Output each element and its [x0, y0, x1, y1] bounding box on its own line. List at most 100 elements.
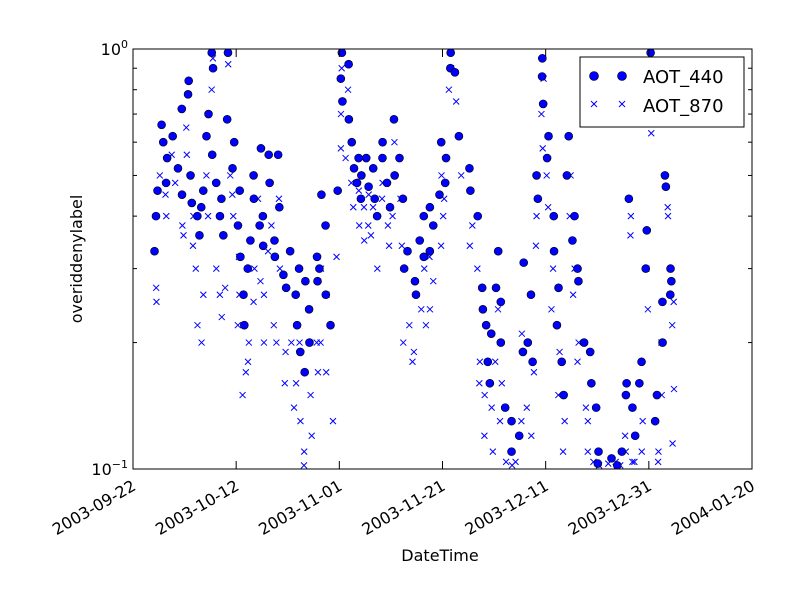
aot870-point: [300, 448, 308, 455]
aot870-point: [669, 440, 676, 447]
aot870-point: [275, 195, 283, 203]
aot870-point: [429, 277, 437, 285]
aot870-point: [360, 237, 368, 244]
aot870-point: [183, 151, 191, 159]
aot870-point: [439, 212, 447, 220]
aot870-point: [344, 86, 352, 94]
aot440-point: [195, 231, 204, 240]
aot870-point: [162, 212, 170, 220]
aot440-point: [635, 378, 644, 388]
aot870-point: [664, 212, 672, 220]
aot870-point: [365, 191, 373, 199]
aot870-point: [239, 391, 246, 399]
aot870-point: [281, 379, 289, 387]
aot870-point: [322, 368, 330, 376]
aot870-point: [548, 305, 555, 313]
aot870-point: [420, 265, 428, 272]
aot440-point: [157, 120, 166, 130]
legend-marker-aot870: [590, 100, 626, 108]
aot440-point: [326, 320, 335, 330]
aot870-point: [670, 385, 678, 393]
aot440-point: [150, 246, 159, 256]
aot870-point: [192, 265, 200, 272]
aot870-point: [445, 86, 453, 94]
aot440-point: [198, 186, 208, 195]
aot440-point: [624, 194, 634, 204]
aot440-point: [425, 202, 435, 212]
aot440-point: [552, 320, 562, 330]
aot440-point: [500, 403, 510, 412]
aot440-point: [537, 72, 547, 81]
aot440-point: [354, 153, 363, 163]
aot440-point: [321, 290, 331, 300]
aot440-point: [295, 347, 305, 357]
aot870-point: [204, 212, 212, 220]
aot870-point: [584, 448, 592, 455]
aot870-point: [276, 265, 284, 272]
aot440-point: [652, 390, 662, 400]
aot440-point: [347, 137, 357, 147]
aot440-point: [279, 270, 288, 280]
aot870-point: [621, 432, 629, 440]
aot870-point: [437, 242, 445, 250]
aot440-point: [579, 338, 589, 347]
aot440-point: [211, 178, 221, 188]
aot440-point: [270, 236, 279, 245]
aot440-point: [658, 338, 667, 347]
aot870-point: [543, 172, 551, 179]
aot870-point: [244, 358, 252, 366]
aot870-point: [171, 179, 179, 187]
aot870-point: [496, 417, 504, 425]
aot870-point: [561, 417, 569, 425]
aot870-point: [260, 291, 268, 299]
aot870-point: [307, 391, 314, 399]
aot870-point: [333, 253, 340, 261]
aot440-point: [562, 171, 572, 180]
aot440-point: [184, 76, 193, 86]
aot440-point: [294, 264, 304, 273]
aot870-point: [364, 222, 372, 229]
aot870-point: [654, 458, 662, 466]
aot440-point: [258, 211, 268, 221]
aot870-point: [466, 242, 474, 250]
aot440-point: [321, 221, 330, 230]
aot440-point: [338, 97, 347, 106]
aot870-point: [337, 110, 345, 118]
aot440-point: [477, 283, 487, 293]
aot440-point: [660, 171, 670, 180]
y-tick-labels: 10−1 100: [91, 38, 128, 479]
aot440-point: [207, 150, 217, 160]
aot870-point: [481, 432, 488, 440]
aot440-point: [466, 186, 475, 195]
aot870-point: [216, 291, 224, 299]
aot440-point: [312, 252, 322, 262]
aot440-point: [208, 63, 218, 73]
aot870-point: [373, 265, 381, 272]
aot440-point: [441, 153, 451, 163]
aot870-point: [349, 203, 357, 211]
aot440-point: [229, 137, 239, 147]
aot440-point: [239, 290, 248, 300]
aot440-point: [223, 49, 233, 57]
aot870-point: [488, 404, 496, 411]
aot870-point: [527, 432, 535, 440]
aot870-point: [398, 242, 406, 250]
aot440-point: [544, 131, 553, 141]
aot440-point: [415, 236, 425, 245]
aot440-point: [661, 182, 671, 192]
aot440-point: [372, 211, 382, 221]
aot870-point: [250, 298, 257, 306]
aot440-point: [641, 264, 651, 273]
aot870-point: [378, 195, 386, 203]
aot870-point: [410, 348, 418, 356]
aot870-point: [512, 458, 519, 466]
aot440-point: [356, 194, 366, 204]
aot440-point: [370, 194, 380, 204]
aot440-point: [646, 49, 655, 57]
aot440-point: [291, 290, 301, 300]
aot870-point: [270, 321, 278, 329]
aot440-point: [389, 115, 399, 124]
aot440-point: [607, 454, 616, 463]
aot440-point: [650, 416, 660, 426]
